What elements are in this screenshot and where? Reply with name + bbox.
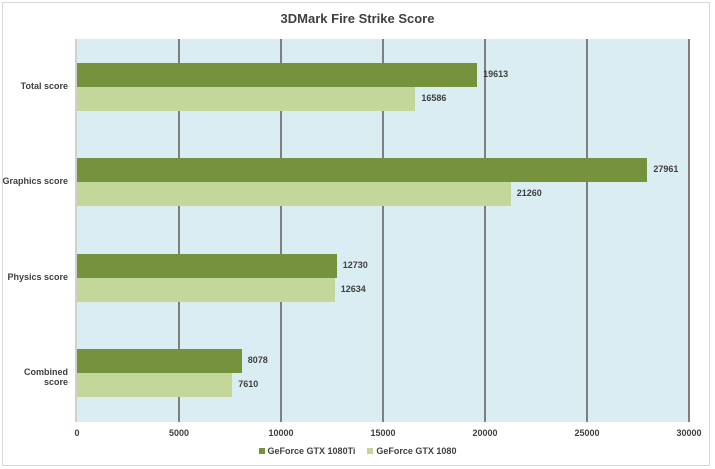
x-tick-label: 20000 [472,428,498,438]
x-tick-label: 15000 [370,428,396,438]
legend-label: GeForce GTX 1080Ti [267,446,356,456]
x-tick-label: 0 [74,428,80,438]
x-tick-label: 5000 [168,428,190,438]
data-label: 8078 [247,355,268,365]
x-tick-label: 30000 [676,428,702,438]
x-tick-label: 10000 [268,428,294,438]
legend: GeForce GTX 1080Ti GeForce GTX 1080 [0,446,715,456]
data-label: 12634 [340,284,366,294]
legend-swatch-icon [258,448,265,454]
bar [77,158,648,182]
gridline [382,39,384,422]
bar [77,254,337,278]
legend-item-1080ti: GeForce GTX 1080Ti [258,446,356,456]
category-label: Physics score [7,272,68,282]
bar [77,278,335,302]
gridline [484,39,486,422]
bar [77,349,242,373]
legend-item-1080: GeForce GTX 1080 [367,446,456,456]
chart-title: 3DMark Fire Strike Score [280,11,435,26]
bar [77,373,233,397]
legend-swatch-icon [367,448,374,454]
x-tick-label: 25000 [574,428,600,438]
category-label: Total score [20,81,68,91]
data-label: 19613 [483,69,509,79]
legend-label: GeForce GTX 1080 [376,446,457,456]
gridline [688,39,690,422]
data-label: 27961 [653,164,679,174]
gridline [178,39,180,422]
gridline [280,39,282,422]
category-label: Graphics score [2,176,68,186]
data-label: 21260 [516,188,542,198]
bar [77,87,416,111]
bar [77,182,511,206]
data-label: 16586 [421,93,447,103]
data-label: 7610 [238,379,259,389]
category-label: Combined score [24,367,68,387]
y-axis-line [75,39,77,422]
data-label: 12730 [342,260,368,270]
bar [77,63,478,87]
gridline [586,39,588,422]
